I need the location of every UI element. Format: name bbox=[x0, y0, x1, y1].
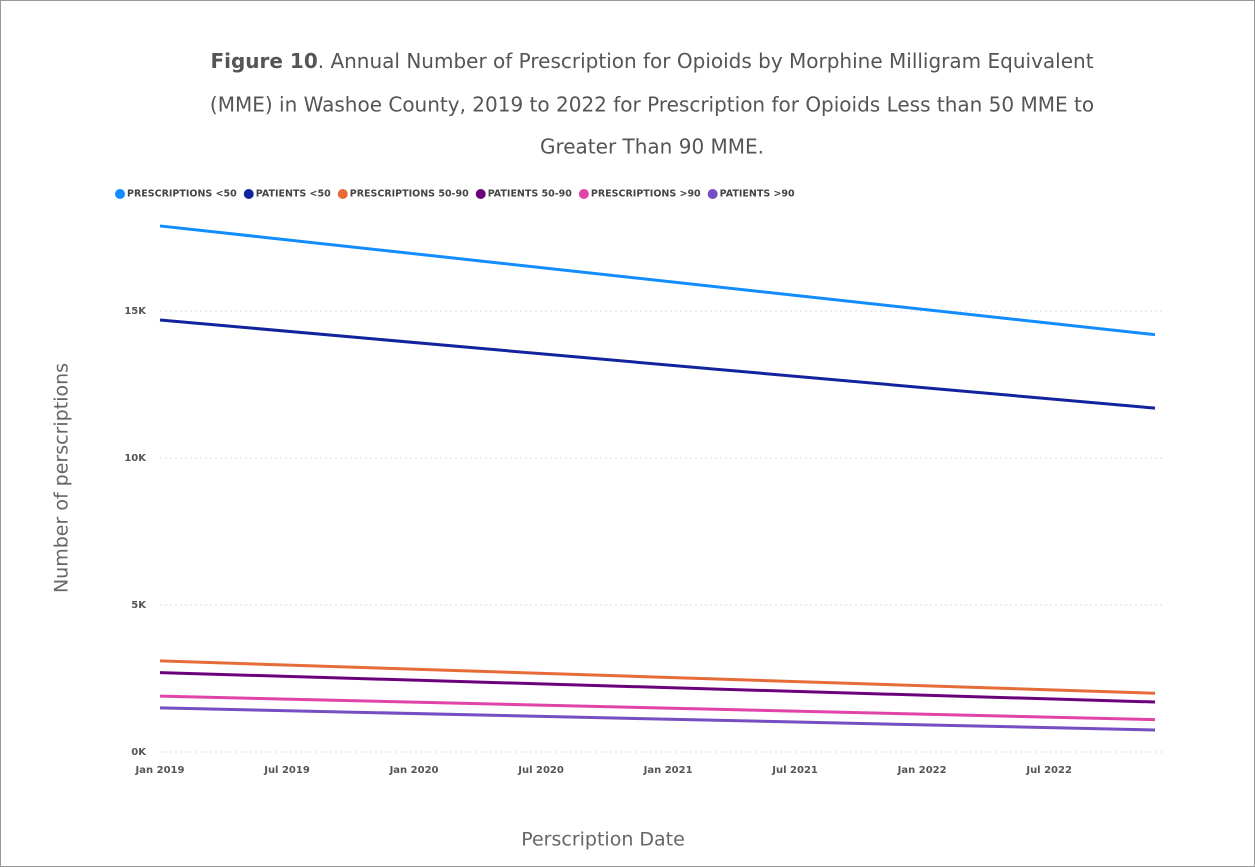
x-tick-label: Jul 2021 bbox=[771, 765, 818, 776]
line bbox=[159, 659, 1156, 695]
legend-marker bbox=[707, 189, 718, 199]
x-tick-label: Jan 2019 bbox=[135, 765, 185, 776]
line bbox=[159, 671, 1156, 704]
title-line: Greater Than 90 MME. bbox=[540, 135, 764, 159]
x-tick-label: Jan 2020 bbox=[389, 765, 439, 776]
legend-marker bbox=[475, 189, 486, 199]
legend-marker bbox=[243, 189, 254, 199]
legend-label: PATIENTS <50 bbox=[256, 189, 331, 200]
legend-marker bbox=[115, 189, 125, 199]
x-tick-label: Jul 2020 bbox=[517, 765, 564, 776]
figure-label: Figure 10 bbox=[210, 49, 317, 73]
x-tick-label: Jan 2022 bbox=[897, 765, 947, 776]
line bbox=[159, 224, 1156, 337]
x-tick-label: Jul 2022 bbox=[1025, 765, 1072, 776]
title-line: (MME) in Washoe County, 2019 to 2022 for… bbox=[210, 93, 1094, 117]
legend-marker bbox=[578, 189, 589, 199]
y-tick-label: 10K bbox=[124, 453, 147, 464]
y-tick-label: 15K bbox=[124, 306, 147, 317]
y-tick-label: 5K bbox=[131, 600, 147, 611]
x-tick-label: Jul 2019 bbox=[263, 765, 310, 776]
line bbox=[159, 706, 1156, 732]
legend-label: PATIENTS >90 bbox=[720, 189, 795, 200]
legend-label: PRESCRIPTIONS 50-90 bbox=[350, 189, 469, 200]
chart-title: Figure 10. Annual Number of Prescription… bbox=[210, 49, 1093, 73]
legend-label: PRESCRIPTIONS <50 bbox=[127, 189, 237, 200]
legend-label: PATIENTS 50-90 bbox=[488, 189, 573, 200]
legend-marker bbox=[337, 189, 348, 199]
y-tick-label: 0K bbox=[131, 747, 147, 758]
title-line: . Annual Number of Prescription for Opio… bbox=[318, 49, 1094, 73]
x-tick-label: Jan 2021 bbox=[643, 765, 693, 776]
line bbox=[159, 318, 1156, 410]
line bbox=[159, 694, 1156, 722]
legend-label: PRESCRIPTIONS >90 bbox=[591, 189, 701, 200]
x-axis-label: Perscription Date bbox=[521, 829, 685, 851]
y-axis-label: Number of perscriptions bbox=[51, 363, 73, 593]
